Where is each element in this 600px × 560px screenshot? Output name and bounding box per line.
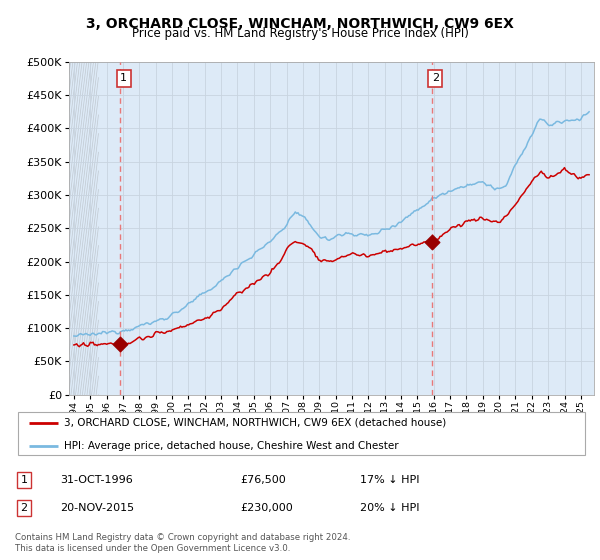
Point bbox=[115, 339, 125, 348]
Text: £76,500: £76,500 bbox=[240, 475, 286, 485]
Text: 17% ↓ HPI: 17% ↓ HPI bbox=[360, 475, 419, 485]
Text: £230,000: £230,000 bbox=[240, 503, 293, 513]
Text: Price paid vs. HM Land Registry's House Price Index (HPI): Price paid vs. HM Land Registry's House … bbox=[131, 27, 469, 40]
Text: 20-NOV-2015: 20-NOV-2015 bbox=[60, 503, 134, 513]
Text: 2: 2 bbox=[20, 503, 28, 513]
Text: Contains HM Land Registry data © Crown copyright and database right 2024.
This d: Contains HM Land Registry data © Crown c… bbox=[15, 533, 350, 553]
FancyBboxPatch shape bbox=[18, 412, 585, 455]
Point bbox=[427, 237, 437, 246]
Text: 1: 1 bbox=[20, 475, 28, 485]
Text: 3, ORCHARD CLOSE, WINCHAM, NORTHWICH, CW9 6EX (detached house): 3, ORCHARD CLOSE, WINCHAM, NORTHWICH, CW… bbox=[64, 418, 446, 428]
Text: 3, ORCHARD CLOSE, WINCHAM, NORTHWICH, CW9 6EX: 3, ORCHARD CLOSE, WINCHAM, NORTHWICH, CW… bbox=[86, 17, 514, 31]
Text: HPI: Average price, detached house, Cheshire West and Chester: HPI: Average price, detached house, Ches… bbox=[64, 441, 398, 451]
Text: 31-OCT-1996: 31-OCT-1996 bbox=[60, 475, 133, 485]
Text: 20% ↓ HPI: 20% ↓ HPI bbox=[360, 503, 419, 513]
Text: 2: 2 bbox=[432, 73, 439, 83]
Text: 1: 1 bbox=[120, 73, 127, 83]
